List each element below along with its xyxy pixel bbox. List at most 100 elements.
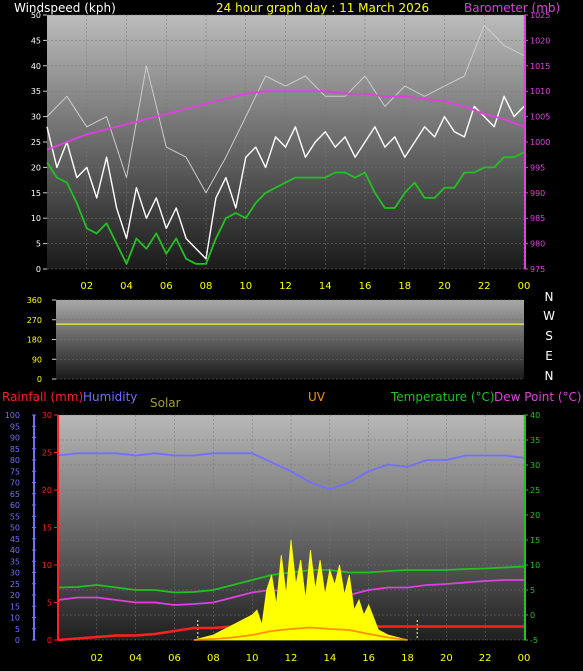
humidity-ticks: 0 5 10 15 20 25 30 35 40 45 50 55 60 65 70 75 80 85 90 95 10… [5, 411, 36, 645]
chart-title: 24 hour graph day : 11 March 2026 [216, 1, 429, 15]
temperature-tick: 20 [530, 511, 540, 520]
barometer-axis-label: Barometer (mb) [464, 1, 560, 15]
wind-x-tick: 08 [200, 281, 213, 292]
temperature-x-tick: 08 [207, 653, 220, 664]
temperature-tick: 0 [530, 611, 535, 620]
humidity-tick: 25 [10, 580, 20, 589]
barometer-tick: 975 [530, 265, 545, 274]
wind-x-tick: 18 [398, 281, 411, 292]
rainfall-tick: 0 [47, 636, 52, 645]
humidity-tick: 70 [10, 479, 20, 488]
temperature-axis-label: Temperature (°C) [390, 390, 495, 404]
direction-tick: 360 [27, 296, 42, 305]
humidity-tick: 45 [10, 535, 20, 544]
rainfall-tick: 30 [42, 411, 52, 420]
humidity-line [57, 452, 525, 491]
temperature-tick: 35 [530, 436, 540, 445]
uv-label: UV [308, 390, 326, 404]
temperature-x-tick: 14 [323, 653, 336, 664]
windspeed-tick: 45 [31, 36, 41, 45]
humidity-tick: 85 [10, 445, 20, 454]
windspeed-tick: 30 [31, 113, 41, 122]
temperature-ticks: -5 0 5 10 15 20 25 30 35 40 [524, 411, 540, 645]
windspeed-tick: 40 [31, 62, 41, 71]
temperature-x-tick: 10 [246, 653, 259, 664]
humidity-tick: 5 [15, 625, 20, 634]
humidity-tick: 80 [10, 456, 20, 465]
windspeed-axis-label: Windspeed (kph) [14, 1, 116, 15]
compass-e-label: E [545, 349, 553, 363]
humidity-tick: 65 [10, 490, 20, 499]
humidity-tick: 60 [10, 501, 20, 510]
wind-x-tick: 12 [279, 281, 292, 292]
windspeed-tick: 0 [36, 265, 41, 274]
dewpoint-axis-label: Dew Point (°C) [494, 390, 582, 404]
windspeed-tick: 35 [31, 87, 41, 96]
barometer-line [46, 90, 525, 151]
direction-tick: 180 [27, 336, 42, 345]
wind-x-tick: 22 [478, 281, 491, 292]
direction-tick: 0 [37, 375, 42, 384]
solar-area [193, 539, 408, 641]
rainfall-ticks: 0 5 10 15 20 25 30 [42, 411, 59, 645]
temperature-x-tick: 00 [518, 653, 531, 664]
temperature-tick: 40 [530, 411, 540, 420]
temperature-tick: 30 [530, 461, 540, 470]
temperature-tick: 10 [530, 561, 540, 570]
windspeed-ticks: 0 5 10 15 20 25 30 35 40 45 50 [31, 11, 47, 274]
windspeed-tick: 20 [31, 163, 41, 172]
humidity-tick: 0 [15, 636, 20, 645]
uv-line [193, 626, 408, 641]
barometer-tick: 985 [530, 214, 545, 223]
direction-tick: 90 [32, 355, 42, 364]
direction-tick: 270 [27, 316, 42, 325]
rainfall-tick: 15 [42, 524, 52, 533]
temperature-x-tick: 02 [90, 653, 103, 664]
temperature-tick: 15 [530, 536, 540, 545]
compass-w-label: W [543, 309, 555, 323]
rainfall-axis-label: Rainfall (mm) [2, 390, 83, 404]
wind-x-tick: 16 [359, 281, 372, 292]
rainfall-tick: 25 [42, 449, 52, 458]
temperature-x-tick: 04 [129, 653, 142, 664]
temperature-series [57, 452, 525, 642]
temperature-tick: -5 [530, 636, 538, 645]
temperature-x-tick: 20 [440, 653, 453, 664]
barometer-tick: 1015 [530, 62, 550, 71]
barometer-tick: 1010 [530, 87, 550, 96]
windspeed-line [46, 95, 525, 260]
wind-x-tick: 04 [120, 281, 133, 292]
windspeed-tick: 15 [31, 189, 41, 198]
windspeed-tick: 25 [31, 138, 41, 147]
temperature-x-tick: 12 [285, 653, 298, 664]
humidity-tick: 20 [10, 591, 20, 600]
barometer-tick: 980 [530, 240, 545, 249]
humidity-tick: 30 [10, 569, 20, 578]
barometer-tick: 1020 [530, 36, 550, 45]
solar-label: Solar [150, 396, 181, 410]
humidity-tick: 40 [10, 546, 20, 555]
wind-x-tick: 00 [518, 281, 531, 292]
humidity-axis-label: Humidity [83, 390, 137, 404]
humidity-tick: 90 [10, 434, 20, 443]
temperature-tick: 5 [530, 586, 535, 595]
windspeed-tick: 10 [31, 214, 41, 223]
rainfall-tick: 5 [47, 599, 52, 608]
temperature-x-tick: 16 [362, 653, 375, 664]
humidity-tick: 55 [10, 512, 20, 521]
humidity-tick: 100 [5, 411, 20, 420]
barometer-tick: 1000 [530, 138, 550, 147]
humidity-tick: 95 [10, 422, 20, 431]
temperature-x-ticks: 02 04 06 08 10 12 14 16 18 20 22 00 [90, 653, 530, 664]
barometer-tick: 1005 [530, 113, 550, 122]
rainfall-tick: 20 [42, 486, 52, 495]
humidity-tick: 15 [10, 602, 20, 611]
direction-ticks: 0 90 180 270 360 [27, 296, 56, 384]
wind-x-tick: 06 [160, 281, 173, 292]
rainfall-tick: 10 [42, 561, 52, 570]
wind-x-tick: 10 [239, 281, 252, 292]
wind-x-tick: 20 [438, 281, 451, 292]
barometer-tick: 1025 [530, 11, 550, 20]
